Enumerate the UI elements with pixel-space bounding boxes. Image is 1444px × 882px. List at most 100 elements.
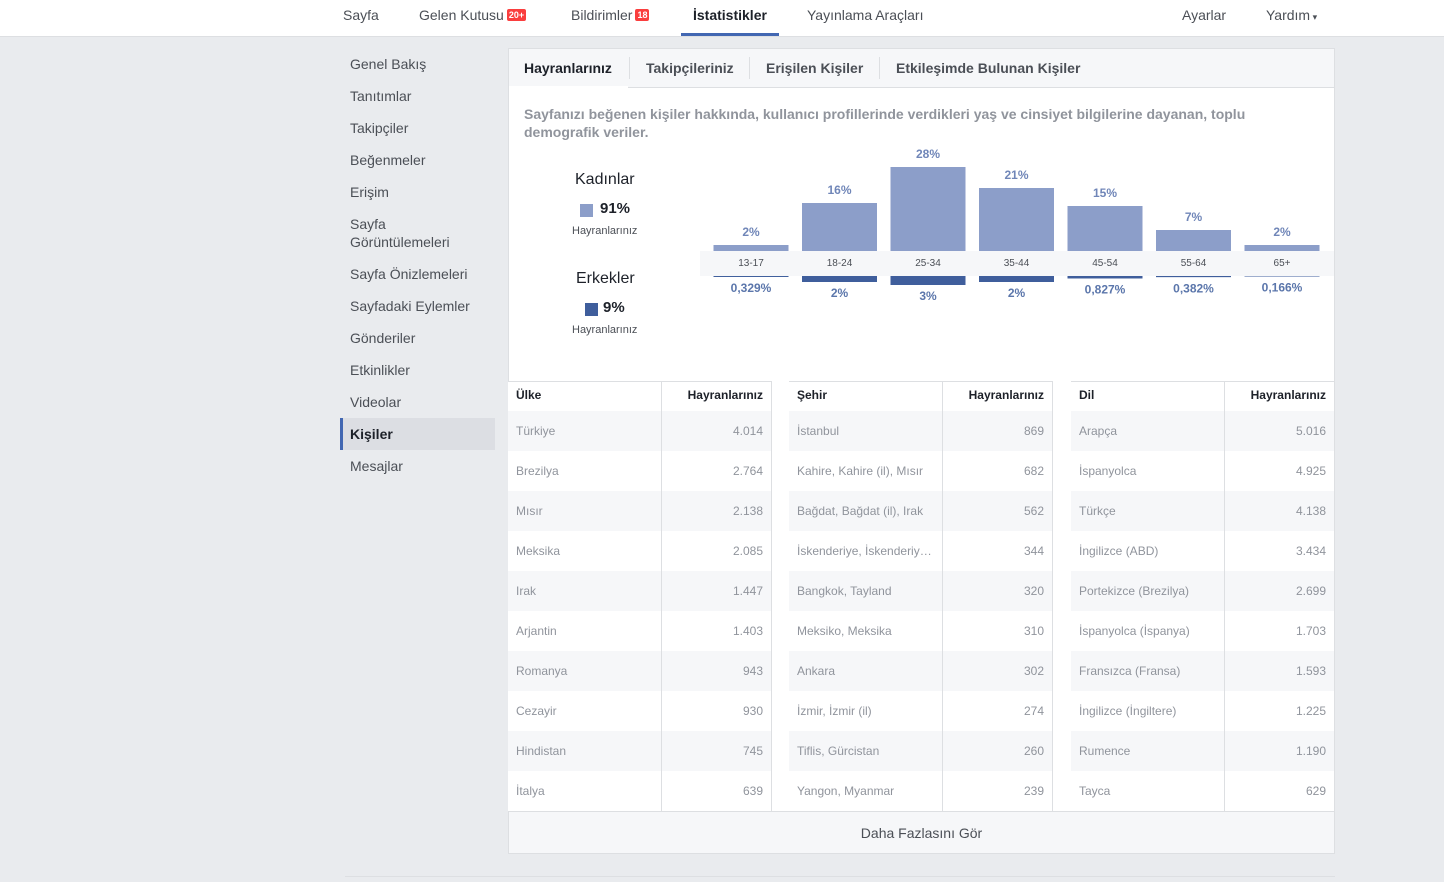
- sidebar-item[interactable]: Videolar: [350, 394, 402, 410]
- table-row: [1071, 611, 1334, 651]
- column-divider: [942, 381, 943, 811]
- nav-item[interactable]: Bildirimler 18: [571, 7, 650, 23]
- nav-item[interactable]: Sayfa: [343, 7, 379, 23]
- tab[interactable]: Takipçileriniz: [646, 60, 734, 76]
- footer-line: [345, 876, 1335, 877]
- table-cell: 260: [1023, 744, 1044, 758]
- table-cell: 943: [742, 664, 763, 678]
- table-row: [1071, 451, 1334, 491]
- table-row: [1071, 491, 1334, 531]
- bar: [1156, 276, 1231, 278]
- table-cell: 320: [1023, 584, 1044, 598]
- category-label: 55-64: [1181, 258, 1207, 269]
- value-label: 2%: [831, 286, 849, 300]
- table-gap: [1052, 381, 1072, 811]
- nav-item[interactable]: Yayınlama Araçları: [807, 7, 924, 23]
- tab[interactable]: Etkileşimde Bulunan Kişiler: [896, 60, 1081, 76]
- table-cell: 4.925: [1295, 464, 1326, 478]
- bar: [890, 276, 966, 285]
- sidebar-item[interactable]: Kişiler: [350, 426, 393, 442]
- tab-separator: [749, 57, 750, 79]
- nav-item[interactable]: İstatistikler: [693, 7, 767, 23]
- table-cell: 2.764: [732, 464, 763, 478]
- nav-right-item[interactable]: Ayarlar: [1182, 7, 1227, 23]
- sidebar-item[interactable]: Sayfadaki Eylemler: [350, 298, 470, 314]
- table-cell: Yangon, Myanmar: [797, 784, 895, 798]
- bar: [1067, 276, 1143, 279]
- sidebar-item[interactable]: Beğenmeler: [350, 152, 426, 168]
- table-cell: İtalya: [516, 784, 545, 798]
- table-header: Dil: [1079, 388, 1095, 402]
- tab[interactable]: Erişilen Kişiler: [766, 60, 864, 76]
- table-cell: 2.085: [732, 544, 763, 558]
- table-cell: 629: [1305, 784, 1326, 798]
- sidebar-item[interactable]: Sayfa Görüntülemeleri: [350, 216, 450, 250]
- more-button[interactable]: Daha Fazlasını Gör: [860, 825, 983, 841]
- legend-name: Erkekler: [576, 270, 635, 287]
- table-cell: Türkiye: [516, 424, 556, 438]
- description: Sayfanızı beğenen kişiler hakkında, kull…: [524, 106, 1246, 140]
- table-row: [508, 531, 771, 571]
- legend-caption: Hayranlarınız: [572, 324, 637, 336]
- table-row: [789, 731, 1052, 771]
- table-header: Şehir: [797, 388, 828, 402]
- value-label: 0,329%: [731, 281, 772, 295]
- table-cell: 310: [1023, 624, 1044, 638]
- table-row: [1071, 571, 1334, 611]
- table-cell: 1.447: [732, 584, 763, 598]
- table-cell: 930: [742, 704, 763, 718]
- table-cell: 3.434: [1295, 544, 1326, 558]
- table-cell: 562: [1023, 504, 1044, 518]
- table-cell: Fransızca (Fransa): [1079, 664, 1181, 678]
- sidebar-item[interactable]: Genel Bakış: [350, 56, 427, 72]
- bar: [802, 276, 877, 282]
- table-cell: Meksiko, Meksika: [797, 624, 892, 638]
- table-cell: Bangkok, Tayland: [797, 584, 892, 598]
- table-cell: Romanya: [516, 664, 568, 678]
- table-row: [1071, 531, 1334, 571]
- bar: [713, 245, 789, 251]
- legend-caption: Hayranlarınız: [572, 225, 637, 237]
- table-row: [789, 611, 1052, 651]
- category-band: [700, 251, 1334, 276]
- table-row: [508, 771, 771, 811]
- table-cell: Tayca: [1079, 784, 1111, 798]
- tab-bar: [509, 49, 1334, 88]
- category-label: 18-24: [827, 258, 853, 269]
- table-cell: 4.014: [732, 424, 763, 438]
- table-cell: Irak: [516, 584, 537, 598]
- tab[interactable]: Hayranlarınız: [524, 60, 612, 76]
- value-label: 3%: [919, 289, 937, 303]
- value-label: 7%: [1185, 210, 1203, 224]
- bar: [1067, 206, 1143, 251]
- value-label: 2%: [1273, 225, 1291, 239]
- table-row: [1071, 731, 1334, 771]
- table-cell: 239: [1023, 784, 1044, 798]
- sidebar-item[interactable]: Sayfa Önizlemeleri: [350, 266, 468, 282]
- sidebar-item[interactable]: Etkinlikler: [350, 362, 410, 378]
- table-cell: 2.138: [732, 504, 763, 518]
- nav-right-item[interactable]: Yardım ▾: [1266, 7, 1318, 23]
- bar: [890, 167, 966, 251]
- table-cell: Hindistan: [516, 744, 567, 758]
- table-cell: Arapça: [1079, 424, 1118, 438]
- table-row: [789, 491, 1052, 531]
- sidebar-item[interactable]: Tanıtımlar: [350, 88, 412, 104]
- sidebar-item[interactable]: Erişim: [350, 184, 389, 200]
- table-cell: İstanbul: [797, 424, 840, 438]
- table-cell: Bağdat, Bağdat (il), Irak: [797, 504, 924, 518]
- sidebar-item[interactable]: Takipçiler: [350, 120, 409, 136]
- table-gap: [771, 381, 791, 811]
- category-label: 25-34: [915, 258, 941, 269]
- table-cell: 1.190: [1295, 744, 1326, 758]
- column-divider: [661, 381, 662, 811]
- table-row: [508, 491, 771, 531]
- nav-item[interactable]: Gelen Kutusu 20+: [419, 7, 527, 23]
- table-cell: İskenderiye, İskenderiy…: [797, 544, 932, 558]
- sidebar-item[interactable]: Gönderiler: [350, 330, 416, 346]
- value-label: 28%: [916, 147, 940, 161]
- bar: [713, 276, 789, 277]
- sidebar-item[interactable]: Mesajlar: [350, 458, 403, 474]
- table-cell: İngilizce (ABD): [1079, 544, 1159, 558]
- table-row: [508, 691, 771, 731]
